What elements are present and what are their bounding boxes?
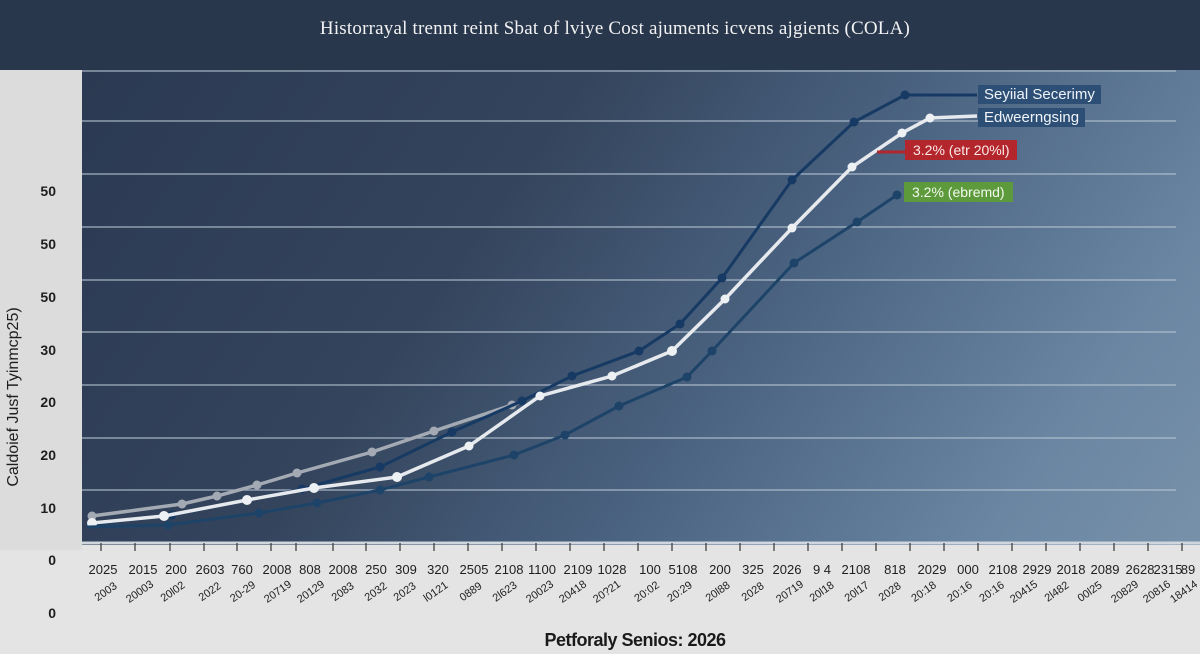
- x-tick-label: 2109: [563, 562, 593, 577]
- x-tick-label-rotated: 20129: [295, 578, 327, 606]
- x-tick-label-rotated: 00l25: [1075, 579, 1105, 605]
- x-tick-label: 1028: [597, 562, 627, 577]
- x-tick-label: 325: [742, 562, 764, 577]
- x-tick-label: 9 4: [812, 562, 832, 577]
- x-tick-label: 818: [884, 562, 906, 577]
- x-tick-label-rotated: 20023: [524, 578, 556, 606]
- x-tick-label-rotated: 0889: [457, 580, 485, 604]
- x-tick-label: 2089: [1090, 562, 1120, 577]
- x-tick-label: 2108: [841, 562, 871, 577]
- y-tick: 50: [40, 236, 56, 252]
- x-tick-label-rotated: 2028: [739, 580, 767, 604]
- x-tick-label: 2018: [1056, 562, 1086, 577]
- x-tick-label: 2603: [195, 562, 225, 577]
- x-tick-label-rotated: 20719: [774, 578, 806, 606]
- x-tick-label-rotated: 20l18: [807, 579, 837, 605]
- x-tick-label-rotated: 20l02: [158, 579, 188, 605]
- y-tick: 50: [40, 289, 56, 305]
- y-tick: 30: [40, 342, 56, 358]
- x-tick-label-rotated: 2083: [329, 580, 357, 604]
- x-tick-label: 309: [395, 562, 417, 577]
- x-tick-label-rotated: 20:16: [945, 579, 975, 605]
- x-tick-label: 2026: [772, 562, 802, 577]
- x-tick-label: 200: [709, 562, 731, 577]
- x-tick-label-rotated: 20?21: [591, 578, 623, 606]
- x-tick-label-rotated: 2l623: [490, 579, 520, 605]
- x-tick-label: 89: [1180, 562, 1196, 577]
- chart-title: Historrayal trennt reint Sbat of lviye C…: [319, 18, 911, 39]
- y-tick: 50: [40, 183, 56, 199]
- y-tick: 10: [40, 500, 56, 516]
- x-tick-label-rotated: 18414: [1168, 578, 1200, 606]
- y-tick: 20: [40, 394, 56, 410]
- x-tick-label-rotated: 2003: [92, 580, 120, 604]
- x-tick-label: 5108: [668, 562, 698, 577]
- x-tick-label: 000: [957, 562, 979, 577]
- x-tick-label: 200: [165, 562, 187, 577]
- x-tick-label: 1100: [528, 562, 556, 577]
- x-tick-label: 2929: [1022, 562, 1052, 577]
- x-tick-label: 2029: [917, 562, 947, 577]
- y-tick: 0: [48, 552, 56, 568]
- x-tick-label-rotated: 20-29: [228, 579, 258, 605]
- x-tick-label-rotated: 20l88: [703, 579, 733, 605]
- legend-item-social-security: Seyiial Secerimy: [978, 85, 1101, 104]
- y-axis-panel: Caldoief Jusf Tyinmcp25) 50 50 50 30 20 …: [0, 70, 82, 621]
- x-tick-label-rotated: 2023: [391, 580, 419, 604]
- x-tick-label: 2628: [1125, 562, 1155, 577]
- x-tick-label-rotated: 2022: [196, 580, 224, 604]
- x-tick-label: 100: [639, 562, 661, 577]
- x-tick-label-rotated: 20719: [262, 578, 294, 606]
- title-bar: Historrayal trennt reint Sbat of lviye C…: [0, 0, 1200, 70]
- x-tick-label: 2108: [988, 562, 1018, 577]
- series-edweerngsing: [87, 113, 978, 528]
- x-tick-label: 2008: [328, 562, 358, 577]
- x-tick-label-rotated: 2028: [876, 580, 904, 604]
- x-tick-label-rotated: 20:29: [665, 579, 695, 605]
- x-tick-label: 2108: [494, 562, 524, 577]
- x-tick-label-rotated: 20816: [1141, 578, 1173, 606]
- series-social-security: [86, 90, 977, 527]
- x-tick-label-rotated: 2l482: [1042, 579, 1072, 605]
- x-tick-label: 250: [365, 562, 387, 577]
- plot-area: [82, 70, 1200, 545]
- x-axis-title: Petforaly Senios: 2026: [544, 630, 726, 650]
- x-tick-label-rotated: 2032: [362, 580, 390, 604]
- series-dark-blue-lower: [86, 190, 902, 530]
- x-tick-label-rotated: 20l17: [842, 579, 872, 605]
- legend-item-edweerngsing: Edweerngsing: [978, 108, 1086, 127]
- x-tick-label-rotated: 20:02: [632, 579, 662, 605]
- x-tick-label: 760: [231, 562, 253, 577]
- x-tick-label: 2505: [459, 562, 489, 577]
- x-tick-label-rotated: l0121: [421, 579, 451, 605]
- x-tick-label-rotated: 20418: [557, 578, 589, 606]
- x-tick-label-rotated: 20415: [1008, 578, 1040, 606]
- x-tick-label: 2025: [88, 562, 118, 577]
- x-tick-label: 320: [427, 562, 449, 577]
- x-tick-label-rotated: 20:16: [977, 579, 1007, 605]
- series-gray-upper: [87, 400, 523, 521]
- y-tick: 0: [48, 605, 56, 621]
- x-tick-label-rotated: 20:18: [909, 579, 939, 605]
- x-tick-label: 808: [299, 562, 321, 577]
- gridlines: [82, 70, 1176, 491]
- x-tick-label-rotated: 20003: [124, 578, 156, 606]
- x-axis-ticks: [100, 543, 1183, 551]
- line-chart: [82, 70, 1200, 545]
- x-tick-label: 2315: [1153, 562, 1183, 577]
- x-tick-label-rotated: 20829: [1109, 578, 1141, 606]
- annotation-red-callout: 3.2% (etr 20%l): [905, 140, 1018, 160]
- x-tick-label: 2008: [262, 562, 292, 577]
- annotation-green-callout: 3.2% (ebremd): [904, 182, 1013, 202]
- x-tick-label: 2015: [128, 562, 158, 577]
- y-tick: 20: [40, 447, 56, 463]
